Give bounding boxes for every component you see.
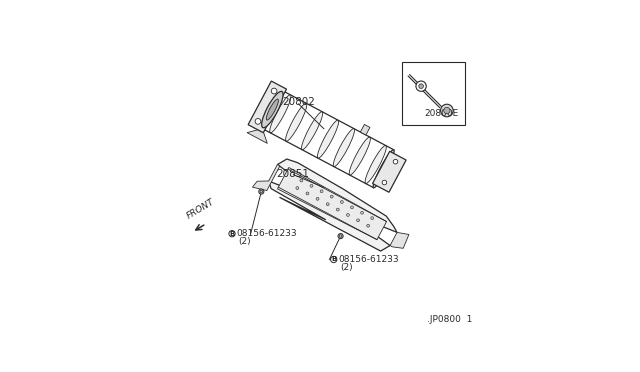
Circle shape (393, 159, 398, 164)
Circle shape (338, 234, 343, 239)
Text: 20802: 20802 (282, 97, 315, 107)
Circle shape (271, 88, 277, 94)
Circle shape (310, 185, 313, 187)
Circle shape (351, 206, 353, 209)
Text: 20851: 20851 (276, 169, 310, 179)
Circle shape (371, 217, 374, 219)
Ellipse shape (333, 129, 355, 167)
Text: 08156-61233: 08156-61233 (237, 229, 297, 238)
Circle shape (419, 84, 424, 89)
Circle shape (337, 208, 339, 211)
Text: .JP0800  1: .JP0800 1 (427, 315, 472, 324)
FancyBboxPatch shape (403, 62, 465, 125)
Polygon shape (372, 151, 406, 192)
Ellipse shape (266, 99, 278, 120)
Circle shape (367, 224, 369, 227)
Circle shape (361, 211, 364, 214)
Polygon shape (269, 159, 397, 251)
Polygon shape (252, 164, 280, 190)
Circle shape (316, 198, 319, 200)
Ellipse shape (269, 95, 291, 133)
Circle shape (330, 195, 333, 198)
Circle shape (340, 201, 343, 203)
Ellipse shape (365, 145, 387, 183)
Circle shape (300, 179, 303, 182)
Text: B: B (229, 231, 235, 237)
Circle shape (255, 119, 261, 124)
Circle shape (356, 219, 360, 222)
Ellipse shape (262, 90, 283, 129)
Polygon shape (247, 129, 268, 144)
Circle shape (382, 180, 387, 185)
Circle shape (346, 214, 349, 217)
Circle shape (326, 203, 329, 206)
Polygon shape (248, 81, 287, 133)
Ellipse shape (285, 103, 307, 141)
Polygon shape (278, 167, 387, 240)
Text: 08156-61233: 08156-61233 (339, 255, 399, 264)
Text: 20800E: 20800E (424, 109, 458, 118)
Ellipse shape (349, 137, 371, 175)
Ellipse shape (262, 92, 283, 128)
Circle shape (444, 108, 450, 114)
Circle shape (416, 81, 426, 92)
Circle shape (296, 187, 299, 189)
Circle shape (320, 190, 323, 193)
Text: (2): (2) (239, 237, 252, 246)
Ellipse shape (301, 112, 323, 150)
Circle shape (306, 192, 309, 195)
Circle shape (259, 189, 264, 194)
Text: B: B (331, 256, 337, 263)
Polygon shape (360, 125, 370, 135)
Polygon shape (390, 232, 409, 248)
Ellipse shape (317, 120, 339, 158)
Circle shape (440, 104, 453, 117)
Text: FRONT: FRONT (185, 197, 216, 221)
Ellipse shape (373, 150, 394, 188)
Text: (2): (2) (340, 263, 353, 272)
